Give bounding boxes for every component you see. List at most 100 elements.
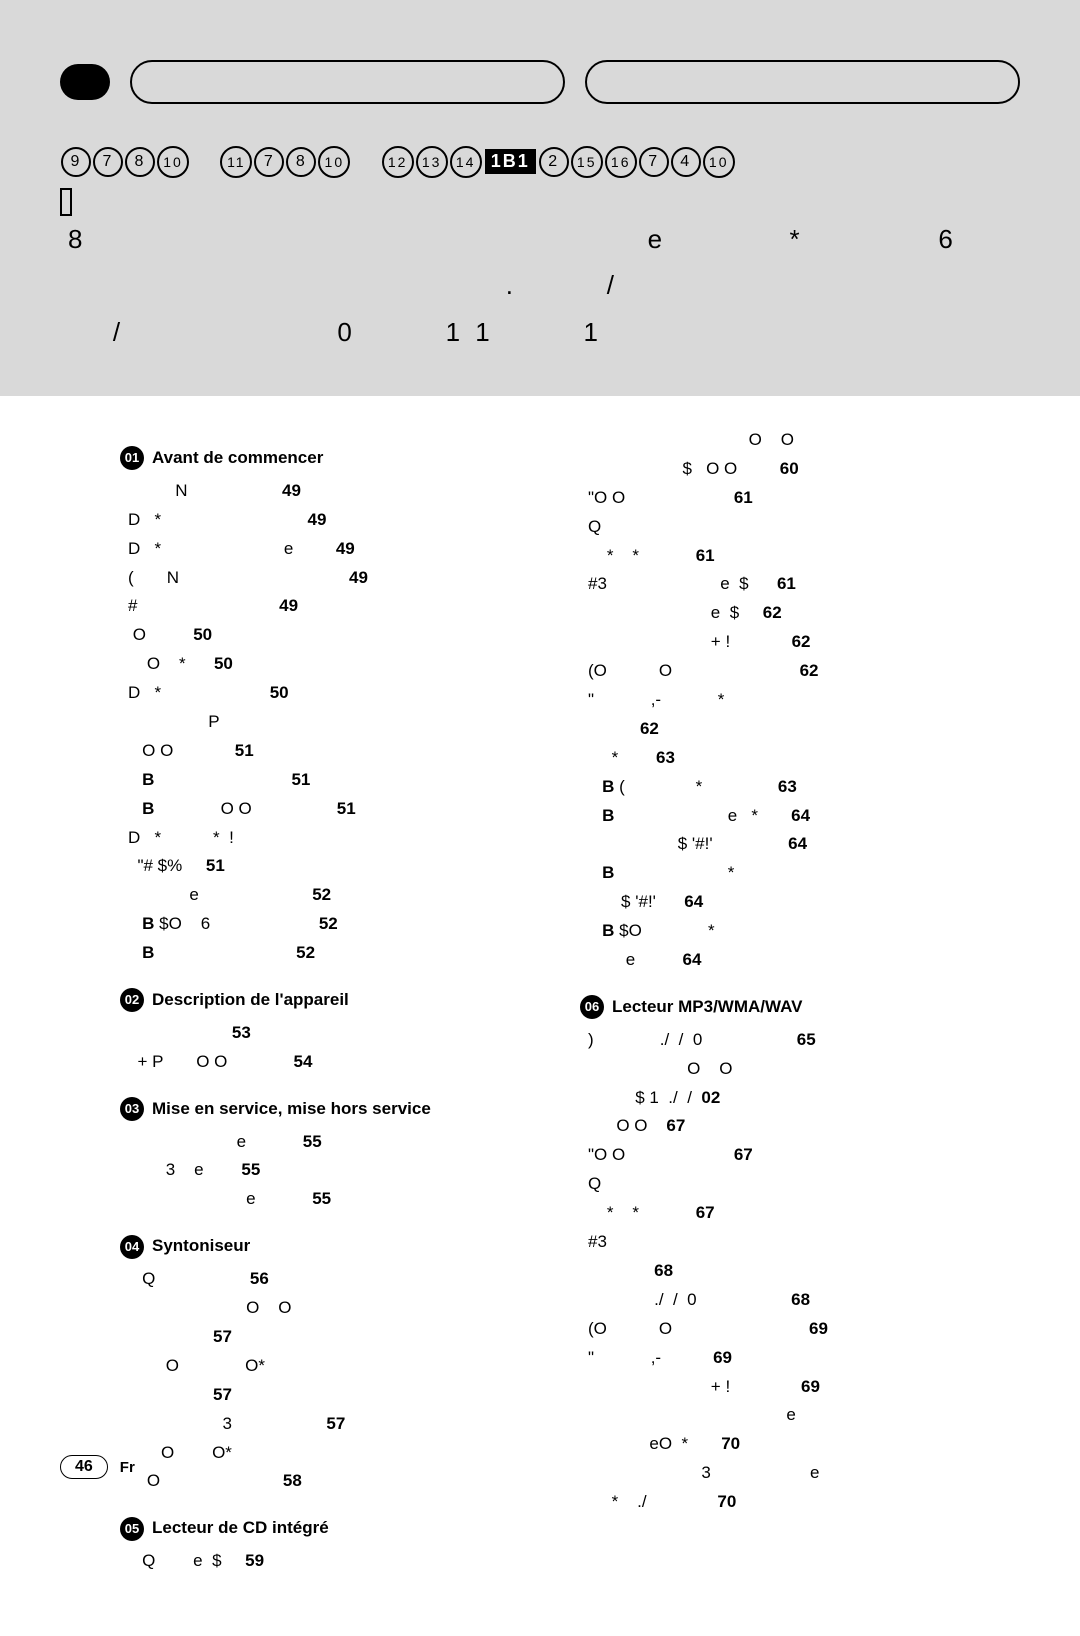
section-title: Syntoniseur	[152, 1232, 250, 1261]
section-05-entries: Q e $ 59	[120, 1547, 530, 1576]
toc-entry: $ '#!' 64	[580, 888, 990, 917]
toc-entry: + ! 69	[580, 1373, 990, 1402]
toc-entry: + P O O 54	[120, 1048, 530, 1077]
section-03-head: 03 Mise en service, mise hors service	[120, 1095, 530, 1124]
toc-entry: B $O *	[580, 917, 990, 946]
toc-entry: ./ / 0 68	[580, 1286, 990, 1315]
toc-entry: O O	[580, 1055, 990, 1084]
section-title: Lecteur MP3/WMA/WAV	[612, 993, 802, 1022]
circled-digit: 7	[254, 147, 284, 177]
section-05-cont-entries: O O $ O O 60"O O 61Q * * 61#3 e $ 61 e $…	[580, 426, 990, 975]
section-06-entries: ) ./ / 0 65 O O $ 1 ./ / 02 O O 67"O O 6…	[580, 1026, 990, 1517]
toc-entry: O O	[580, 426, 990, 455]
toc-entry: B *	[580, 859, 990, 888]
section-title: Description de l'appareil	[152, 986, 349, 1015]
section-04-entries: Q 56 O O 57 O O* 57 3 57 O O* O	[120, 1265, 530, 1496]
circled-digit: 8	[286, 147, 316, 177]
toc-entry: $ '#!' 64	[580, 830, 990, 859]
toc-content: 01 Avant de commencer N 49D * 49D * e 49…	[0, 426, 1080, 1636]
model-number-row: 97810 117810 1213141B1215167410	[60, 144, 1020, 178]
circled-digit: 8	[125, 147, 155, 177]
right-column: O O $ O O 60"O O 61Q * * 61#3 e $ 61 e $…	[580, 426, 990, 1576]
toc-entry: O O 51	[120, 737, 530, 766]
toc-entry: O O	[120, 1294, 530, 1323]
small-box-row	[60, 188, 1020, 216]
section-badge: 02	[120, 988, 144, 1012]
toc-entry: D * * !	[120, 824, 530, 853]
toc-entry: 3 57	[120, 1410, 530, 1439]
circled-digit: 11	[220, 146, 252, 178]
section-01-entries: N 49D * 49D * e 49( N 49# 49 O 50	[120, 477, 530, 968]
section-02-entries: 53 + P O O 54	[120, 1019, 530, 1077]
toc-entry: e $ 62	[580, 599, 990, 628]
toc-entry: e 64	[580, 946, 990, 975]
toc-entry: B ( * 63	[580, 773, 990, 802]
header-region: 97810 117810 1213141B1215167410 8 e * 6 …	[0, 0, 1080, 396]
circled-digit: 4	[671, 147, 701, 177]
circled-digit: 9	[61, 147, 91, 177]
language-label: Fr	[120, 1459, 135, 1476]
toc-entry: 3 e 55	[120, 1156, 530, 1185]
toc-entry: 68	[580, 1257, 990, 1286]
toc-entry: e 52	[120, 881, 530, 910]
toc-entry: Q 56	[120, 1265, 530, 1294]
toc-entry: D * 50	[120, 679, 530, 708]
circled-digit: 10	[318, 146, 350, 178]
toc-entry: O 50	[120, 621, 530, 650]
toc-entry: "# $% 51	[120, 852, 530, 881]
garbled-line: 8 e * 6	[60, 216, 1020, 263]
toc-entry: "O O 67	[580, 1141, 990, 1170]
toc-entry: * 63	[580, 744, 990, 773]
circled-digit: 16	[605, 146, 637, 178]
toc-entry: (O O 62	[580, 657, 990, 686]
garbled-line: / 0 1 1 1	[60, 309, 1020, 356]
circled-digit: 7	[639, 147, 669, 177]
toc-entry: D * e 49	[120, 535, 530, 564]
toc-entry: B $O 6 52	[120, 910, 530, 939]
section-04-head: 04 Syntoniseur	[120, 1232, 530, 1261]
toc-entry: O * 50	[120, 650, 530, 679]
circled-digit: 15	[571, 146, 603, 178]
section-01-head: 01 Avant de commencer	[120, 444, 530, 473]
toc-entry: 62	[580, 715, 990, 744]
toc-entry: B 52	[120, 939, 530, 968]
toc-entry: $ 1 ./ / 02	[580, 1084, 990, 1113]
section-badge: 03	[120, 1097, 144, 1121]
toc-entry: B e * 64	[580, 802, 990, 831]
tab-outline-1	[130, 60, 565, 104]
toc-entry: e 55	[120, 1128, 530, 1157]
toc-entry: $ O O 60	[580, 455, 990, 484]
toc-entry: " ,- *	[580, 686, 990, 715]
garbled-text: 8 e * 6 . / / 0 1 1 1	[60, 216, 1020, 356]
toc-entry: B O O 51	[120, 795, 530, 824]
toc-entry: Q	[580, 513, 990, 542]
toc-entry: eO * 70	[580, 1430, 990, 1459]
toc-entry: D * 49	[120, 506, 530, 535]
toc-entry: O O 67	[580, 1112, 990, 1141]
toc-entry: " ,- 69	[580, 1344, 990, 1373]
page-number-badge: 46	[60, 1455, 108, 1479]
tab-outline-2	[585, 60, 1020, 104]
toc-entry: O O*	[120, 1439, 530, 1468]
tab-active	[60, 64, 110, 100]
toc-entry: P	[120, 708, 530, 737]
toc-entry: * * 67	[580, 1199, 990, 1228]
circled-digit: 7	[93, 147, 123, 177]
small-box-icon	[60, 188, 72, 216]
toc-entry: O 58	[120, 1467, 530, 1496]
section-02-head: 02 Description de l'appareil	[120, 986, 530, 1015]
toc-entry: ( N 49	[120, 564, 530, 593]
circled-digit: 14	[450, 146, 482, 178]
toc-entry: 3 e	[580, 1459, 990, 1488]
circled-digit: 2	[539, 147, 569, 177]
toc-entry: #3 e $ 61	[580, 570, 990, 599]
toc-entry: 57	[120, 1381, 530, 1410]
section-title: Mise en service, mise hors service	[152, 1095, 431, 1124]
circled-digit: 13	[416, 146, 448, 178]
section-title: Avant de commencer	[152, 444, 323, 473]
left-column: 01 Avant de commencer N 49D * 49D * e 49…	[120, 426, 530, 1576]
toc-entry: (O O 69	[580, 1315, 990, 1344]
black-label: 1B1	[485, 149, 536, 174]
toc-entry: Q	[580, 1170, 990, 1199]
toc-entry: B 51	[120, 766, 530, 795]
